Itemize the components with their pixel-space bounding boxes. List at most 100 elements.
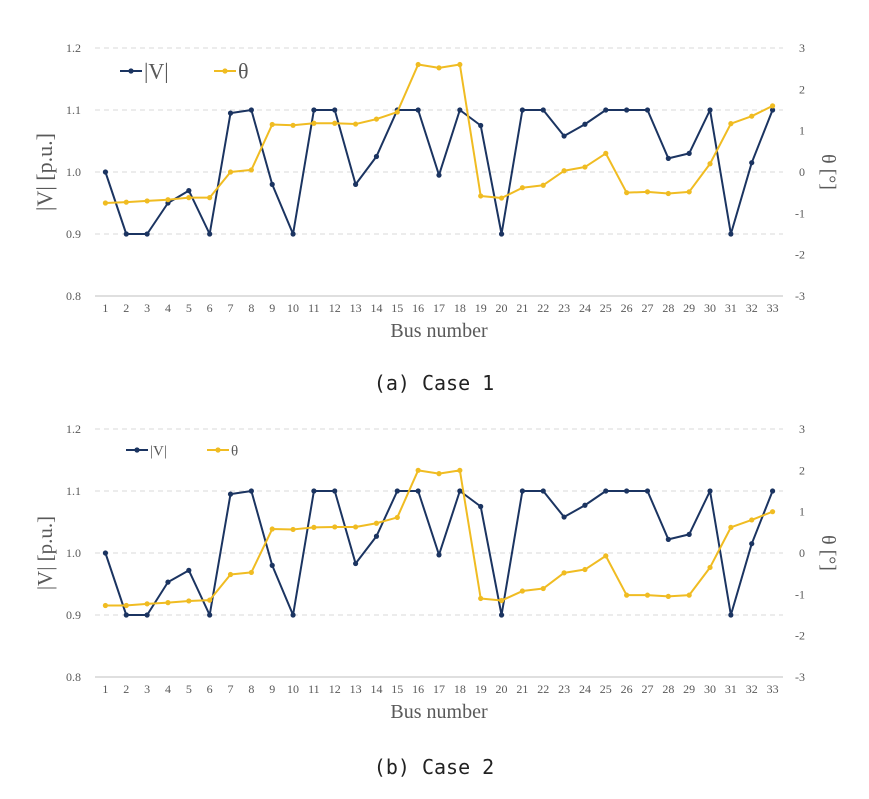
voltage-point	[603, 488, 609, 494]
angle-point	[207, 597, 213, 603]
angle-point	[686, 189, 692, 195]
x-tick-label: 17	[433, 682, 445, 696]
x-tick-label: 11	[308, 682, 320, 696]
x-tick-label: 8	[248, 682, 254, 696]
voltage-point	[207, 612, 213, 618]
angle-point	[603, 553, 609, 559]
angle-point	[769, 509, 776, 515]
angle-point	[644, 592, 651, 598]
angle-point	[519, 588, 525, 594]
angle-point	[353, 524, 359, 530]
voltage-point	[332, 488, 338, 494]
voltage-point	[603, 107, 609, 113]
figure-caption: (a) Case 1	[374, 371, 494, 395]
y2-tick-label: 0	[799, 546, 805, 560]
y-tick-label: 1.2	[66, 422, 81, 436]
y-tick-label: 1.0	[66, 546, 81, 560]
y2-axis-title: θ [°]	[817, 535, 839, 571]
angle-point	[290, 122, 296, 128]
x-tick-label: 23	[558, 682, 570, 696]
y-tick-label: 0.9	[66, 227, 81, 241]
y2-tick-label: 3	[799, 41, 805, 55]
x-tick-label: 19	[475, 682, 487, 696]
x-axis-title: Bus number	[390, 701, 488, 723]
voltage-point	[749, 160, 755, 166]
x-tick-label: 27	[641, 682, 653, 696]
angle-point	[415, 61, 421, 68]
y2-tick-label: -3	[795, 289, 805, 303]
x-tick-label: 21	[516, 301, 528, 315]
y2-tick-label: -2	[795, 248, 805, 262]
legend-label: θ	[238, 59, 249, 84]
x-tick-label: 21	[516, 682, 528, 696]
y-axis-title: |V| [p.u.]	[33, 516, 57, 590]
voltage-point	[144, 231, 150, 237]
x-tick-label: 31	[725, 682, 737, 696]
x-tick-label: 30	[704, 682, 716, 696]
voltage-point	[665, 155, 671, 161]
voltage-point	[749, 541, 755, 547]
angle-point	[373, 116, 380, 122]
x-tick-label: 20	[496, 301, 508, 315]
y-tick-label: 1.1	[66, 103, 81, 117]
angle-point	[165, 600, 171, 606]
angle-point	[227, 169, 234, 175]
voltage-point	[269, 181, 275, 187]
angle-point	[749, 517, 755, 523]
x-tick-label: 24	[579, 301, 591, 315]
angle-point	[519, 185, 525, 191]
angle-point	[478, 193, 484, 199]
x-tick-label: 6	[207, 301, 213, 315]
voltage-point	[561, 133, 567, 139]
voltage-point	[519, 488, 525, 494]
angle-point	[311, 120, 317, 126]
voltage-point	[353, 181, 359, 187]
x-tick-label: 25	[600, 682, 612, 696]
x-tick-label: 32	[746, 682, 758, 696]
angle-point	[248, 167, 254, 173]
voltage-point	[498, 231, 505, 237]
x-tick-label: 9	[269, 682, 275, 696]
angle-point	[186, 598, 192, 604]
angle-point	[540, 182, 546, 188]
angle-point	[749, 113, 755, 119]
angle-point	[165, 197, 171, 203]
voltage-point	[457, 107, 463, 113]
voltage-point	[186, 188, 192, 194]
voltage-point	[332, 107, 338, 113]
x-tick-label: 33	[767, 301, 779, 315]
angle-point	[311, 524, 317, 530]
angle-point	[498, 195, 505, 201]
x-tick-label: 19	[475, 301, 487, 315]
angle-point	[644, 189, 651, 195]
legend-label: |V|	[150, 443, 167, 459]
x-tick-label: 4	[165, 301, 171, 315]
angle-point	[436, 65, 442, 71]
x-tick-label: 28	[662, 301, 674, 315]
voltage-point	[248, 107, 254, 113]
voltage-point	[186, 567, 192, 573]
voltage-point	[373, 533, 380, 539]
x-tick-label: 13	[350, 682, 362, 696]
voltage-point	[540, 488, 546, 494]
angle-point	[144, 198, 150, 204]
x-tick-label: 10	[287, 682, 299, 696]
x-axis-title: Bus number	[390, 320, 488, 342]
angle-point	[186, 195, 192, 201]
angle-point	[102, 200, 109, 206]
angle-point	[561, 168, 567, 174]
x-tick-label: 27	[641, 301, 653, 315]
x-tick-label: 18	[454, 301, 466, 315]
voltage-point	[144, 612, 150, 618]
voltage-point	[728, 231, 734, 237]
voltage-point	[728, 612, 734, 618]
voltage-point	[248, 488, 254, 494]
x-tick-label: 7	[228, 682, 234, 696]
y2-tick-label: 2	[799, 82, 805, 96]
angle-point	[102, 602, 109, 609]
voltage-point	[227, 491, 234, 497]
voltage-point	[707, 488, 713, 494]
voltage-point	[707, 107, 713, 113]
voltage-point	[123, 612, 129, 618]
